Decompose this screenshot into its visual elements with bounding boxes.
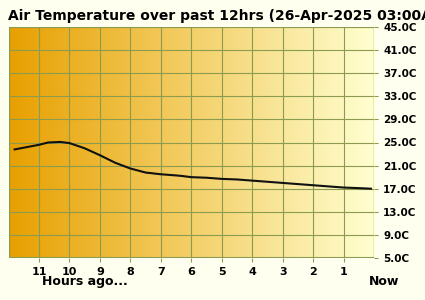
Text: Now: Now bbox=[369, 275, 399, 288]
Text: Air Temperature over past 12hrs (26-Apr-2025 03:00AM): Air Temperature over past 12hrs (26-Apr-… bbox=[8, 9, 425, 23]
Text: Hours ago...: Hours ago... bbox=[42, 275, 128, 288]
